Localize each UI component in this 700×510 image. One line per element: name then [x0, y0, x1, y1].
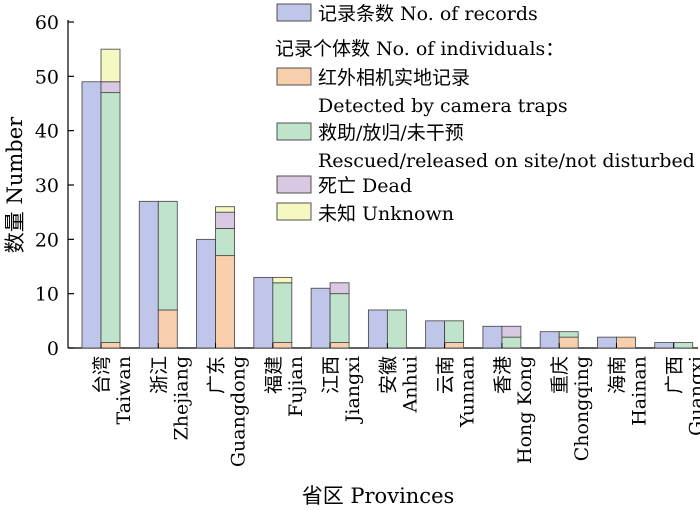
x-tick-label-zh: 广东: [206, 356, 228, 394]
x-tick-label-zh: 重庆: [549, 356, 571, 394]
legend-label-series3: 死亡 Dead: [318, 175, 412, 197]
y-tick-label: 0: [47, 338, 59, 360]
bar-segment-series2-zhejiang: [157, 200, 178, 311]
x-tick-label-zh: 安徽: [377, 356, 399, 394]
x-tick-label-zh: 广西: [664, 356, 686, 394]
y-tick-label: 60: [35, 12, 59, 34]
x-tick-label-en: Jiangxi: [342, 356, 364, 424]
bar-records-zhejiang: [138, 200, 159, 349]
legend-label-series2-en: Rescued/released on site/not disturbed: [318, 150, 695, 172]
x-tick-label-en: Guangdong: [228, 356, 250, 467]
y-tick-label: 40: [35, 121, 59, 143]
bar-records-anhui: [367, 309, 388, 349]
bar-records-guangdong: [196, 238, 216, 349]
bar-segment-series4-fujian: [272, 276, 293, 284]
legend-swatch-series2: [276, 122, 312, 141]
bar-segment-series4-taiwan: [100, 48, 121, 83]
bar-segment-series1-zhejiang: [157, 309, 178, 349]
x-tick-label-zh: 福建: [263, 356, 285, 394]
bar-segment-series1-fujian: [272, 342, 293, 349]
legend-swatch-records: [276, 3, 312, 22]
bar-segment-series2-guangxi: [673, 342, 694, 349]
x-tick-label-en: Hong Kong: [514, 356, 536, 464]
bar-segment-series2-hong-kong: [501, 336, 522, 349]
legend-header-individuals: 记录个体数 No. of individuals：: [275, 38, 564, 60]
y-tick-label: 30: [35, 175, 59, 197]
bar-segment-series2-taiwan: [100, 92, 121, 343]
bar-segment-series1-yunnan: [444, 342, 465, 349]
legend-label-records: 记录条数 No. of records: [318, 3, 538, 25]
x-tick-label-en: Fujian: [285, 356, 307, 417]
bar-segment-series2-yunnan: [444, 320, 465, 343]
y-axis-title: 数量 Number: [3, 116, 27, 253]
bar-segment-series2-anhui: [386, 309, 407, 349]
legend-label-series4: 未知 Unknown: [318, 203, 454, 225]
bar-records-fujian: [253, 276, 274, 349]
bar-records-guangxi: [654, 342, 675, 349]
bar-segment-series1-guangdong: [215, 255, 235, 349]
y-tick-label: 10: [35, 284, 59, 306]
legend-swatch-series4: [276, 202, 312, 221]
bar-records-yunnan: [425, 320, 446, 349]
x-tick-label-en: Zhejiang: [170, 356, 192, 440]
x-tick-label-en: Guangxi: [686, 356, 700, 436]
x-tick-label-en: Taiwan: [113, 356, 135, 424]
x-axis-title: 省区 Provinces: [302, 484, 455, 508]
x-tick-label-zh: 海南: [606, 356, 628, 394]
bar-segment-series3-hong-kong: [501, 325, 522, 338]
legend-label-series2: 救助/放归/未干预: [318, 122, 464, 144]
x-tick-label-zh: 香港: [492, 356, 514, 394]
bar-segment-series3-taiwan: [100, 81, 121, 94]
bar-segment-series2-chongqing: [558, 331, 579, 338]
bar-segment-series3-guangdong: [215, 211, 235, 229]
bar-segment-series2-jiangxi: [329, 293, 350, 343]
bar-records-chongqing: [539, 331, 560, 349]
bar-segment-series4-guangdong: [215, 206, 235, 213]
legend-label-series1-en: Detected by camera traps: [318, 95, 568, 117]
y-tick-label: 50: [35, 66, 59, 88]
bar-segment-series2-guangdong: [215, 228, 235, 257]
x-tick-label-zh: 云南: [435, 356, 457, 394]
bar-segment-series1-chongqing: [558, 336, 579, 349]
legend-label-series1: 红外相机实地记录: [318, 67, 470, 89]
bar-segment-series2-fujian: [272, 282, 293, 343]
bar-records-taiwan: [81, 81, 102, 349]
y-tick-label: 20: [35, 229, 59, 251]
legend-swatch-series1: [276, 67, 312, 86]
x-tick-label-zh: 台湾: [91, 356, 113, 394]
x-tick-label-en: Anhui: [399, 356, 421, 414]
bar-records-hong-kong: [482, 325, 503, 349]
bar-segment-series1-jiangxi: [329, 342, 350, 349]
bar-segment-series1-hainan: [616, 336, 636, 349]
bar-segment-series3-jiangxi: [329, 282, 350, 295]
x-tick-label-en: Hainan: [628, 356, 650, 426]
legend-swatch-series3: [276, 175, 312, 194]
bar-records-jiangxi: [310, 287, 331, 349]
x-tick-label-zh: 浙江: [148, 356, 170, 394]
bar-segment-series1-taiwan: [100, 342, 121, 349]
x-tick-label-en: Chongqing: [571, 356, 593, 461]
x-tick-label-zh: 江西: [320, 356, 342, 394]
x-tick-label-en: Yunnan: [457, 356, 479, 428]
bar-records-hainan: [597, 336, 617, 349]
